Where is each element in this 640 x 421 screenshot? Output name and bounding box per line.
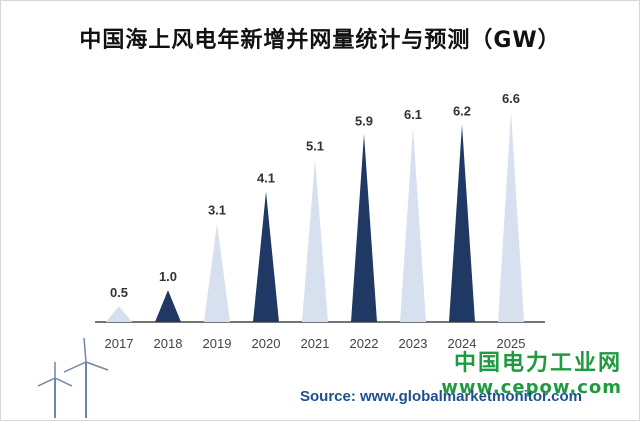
x-tick-2025: 2025 [497,336,526,351]
data-label-2025: 6.6 [502,91,520,106]
x-tick-2022: 2022 [350,336,379,351]
wind-turbine-icon [37,337,109,418]
watermark: 中国电力工业网 www.cepow.com [441,352,622,400]
x-tick-2023: 2023 [399,336,428,351]
data-label-2024: 6.2 [453,104,471,119]
bar-2018 [155,290,181,322]
bar-2025 [498,112,524,322]
watermark-url: www.cepow.com [441,377,622,398]
x-tick-2024: 2024 [448,336,477,351]
x-tick-2020: 2020 [252,336,281,351]
data-label-2021: 5.1 [306,139,324,154]
bar-2022 [351,134,377,322]
data-label-2023: 6.1 [404,107,422,122]
chart-title: 中国海上风电年新增并网量统计与预测（GW） [79,28,561,53]
bar-2020 [253,191,279,322]
bar-2019 [204,223,230,322]
x-tick-2018: 2018 [154,336,183,351]
bar-2023 [400,127,426,322]
x-tick-2017: 2017 [105,336,134,351]
data-label-2022: 5.9 [355,113,373,128]
x-tick-2019: 2019 [203,336,232,351]
bar-2021 [302,159,328,322]
data-label-2020: 4.1 [257,171,275,186]
bar-2017 [106,306,132,322]
source-text: Source: www.globalmarketmonitor.com [300,388,582,405]
data-label-2017: 0.5 [110,285,128,300]
data-label-2018: 1.0 [159,269,177,284]
data-label-2019: 3.1 [208,202,226,217]
x-tick-2021: 2021 [301,336,330,351]
bar-2024 [449,124,475,323]
watermark-chinese: 中国电力工业网 [453,351,622,376]
